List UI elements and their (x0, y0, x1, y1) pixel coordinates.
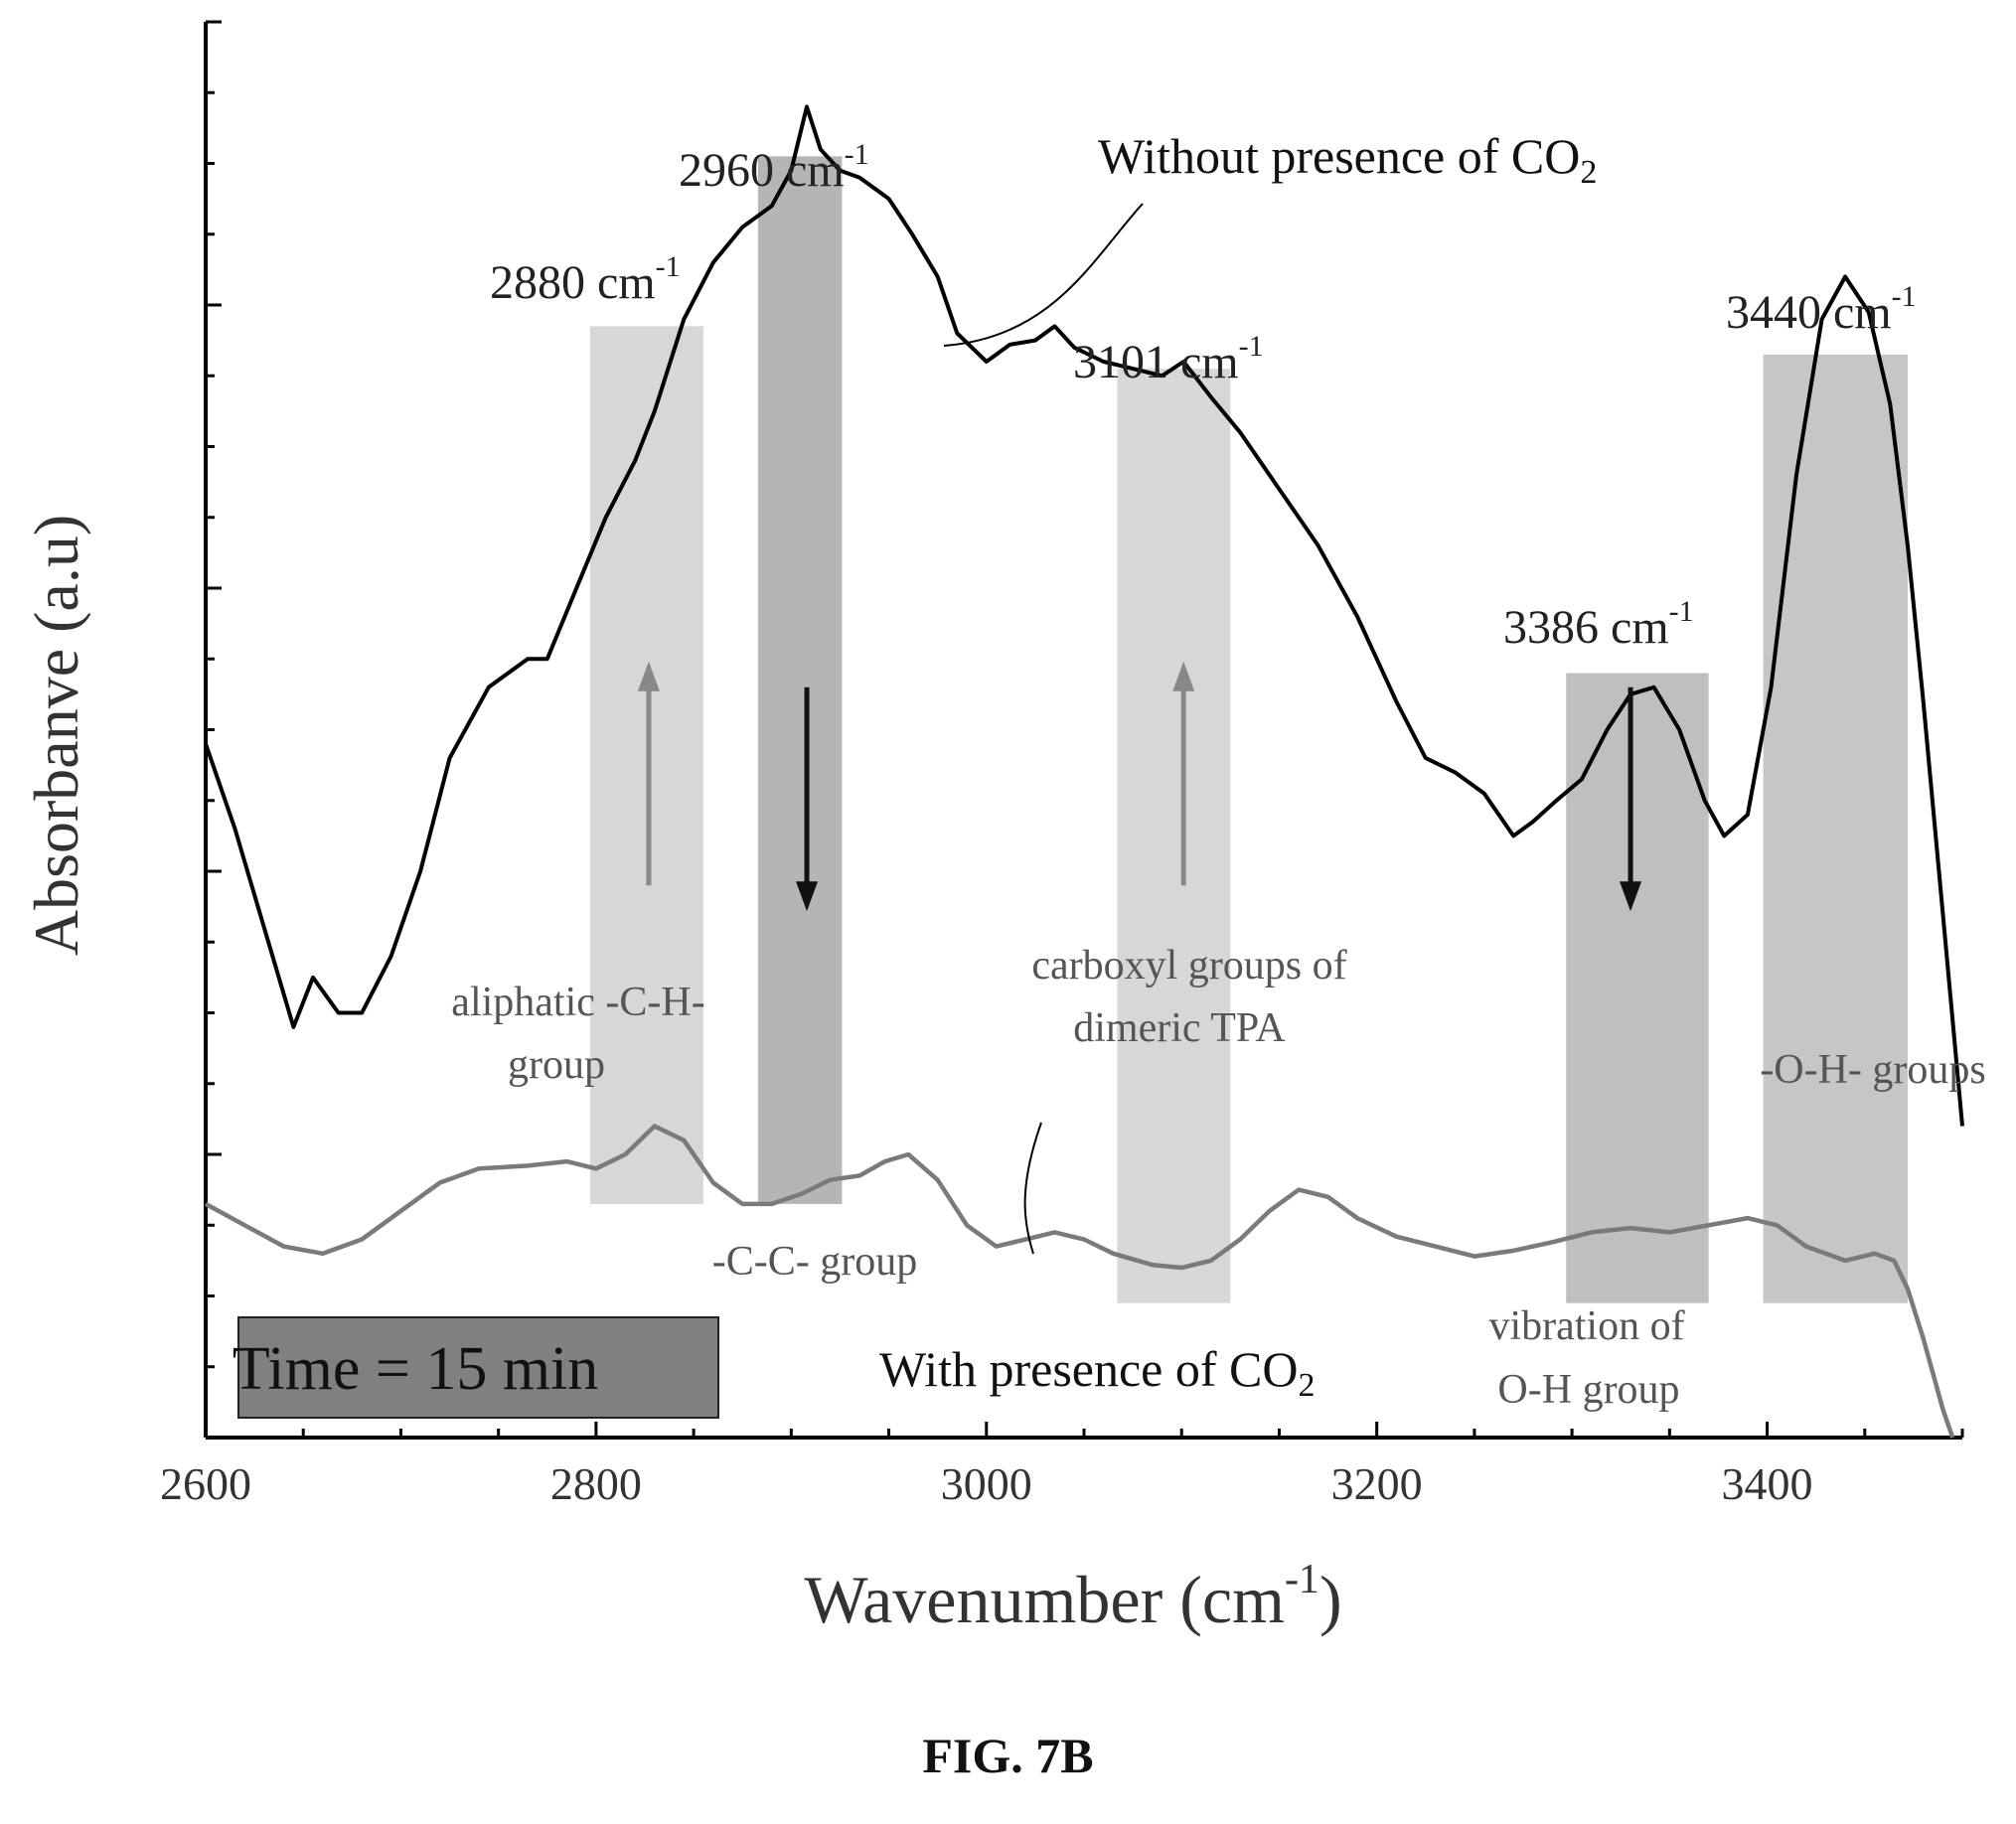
spectra-lines (204, 104, 1964, 1439)
x-tick-label: 3400 (1722, 1458, 1813, 1509)
peak-label-3440: 3440 cm-1 (1726, 280, 1917, 339)
leader-line-without-co2 (943, 203, 1144, 347)
peak-label-2880: 2880 cm-1 (490, 250, 681, 309)
annotation-vibration-1: vibration of (1488, 1303, 1684, 1349)
highlight-band-4 (1763, 354, 1908, 1303)
annotation-aliphatic-1: aliphatic -C-H- (451, 980, 704, 1025)
x-tick-label: 3200 (1331, 1458, 1423, 1509)
axes: 2600 2800 3000 3200 3400 (160, 20, 1964, 1509)
peak-label-3386: 3386 cm-1 (1503, 595, 1694, 654)
annotation-cc-group: -C-C- group (712, 1239, 917, 1285)
trend-arrow-head-2 (1172, 661, 1195, 691)
peak-label-2960: 2960 cm-1 (679, 138, 869, 197)
x-tick-label: 3000 (941, 1458, 1032, 1509)
leader-line-with-co2 (1023, 1122, 1042, 1255)
series-line-1 (204, 1124, 1955, 1439)
trend-arrow-head-1 (796, 881, 819, 912)
highlight-band-1 (757, 156, 843, 1204)
series-line-0 (204, 104, 1964, 1127)
peak-label-3101: 3101 cm-1 (1073, 330, 1264, 388)
highlight-bands (589, 156, 1908, 1303)
highlight-band-3 (1566, 673, 1709, 1303)
figure-caption: FIG. 7B (922, 1728, 1094, 1783)
trend-arrow-head-0 (637, 661, 660, 691)
highlight-band-2 (1117, 369, 1231, 1303)
annotation-carboxyl-2: dimeric TPA (1073, 1005, 1286, 1051)
annotation-carboxyl-1: carboxyl groups of (1031, 943, 1346, 988)
y-axis-title: Absorbanve (a.u) (21, 515, 91, 956)
series-label-with-co2: With presence of CO2 (879, 1341, 1315, 1404)
trend-arrows (637, 661, 1642, 912)
trend-arrow-head-3 (1620, 881, 1642, 912)
annotation-vibration-2: O-H group (1497, 1367, 1679, 1413)
x-tick-label: 2600 (160, 1458, 251, 1509)
annotation-aliphatic-2: group (508, 1042, 605, 1088)
time-box (237, 1316, 719, 1419)
annotation-oh-groups: -O-H- groups (1760, 1047, 1985, 1093)
x-tick-label: 2800 (550, 1458, 642, 1509)
x-axis-title: Wavenumber (cm-1) (804, 1557, 1341, 1637)
series-label-without-co2: Without presence of CO2 (1098, 128, 1597, 191)
time-box-label: Time = 15 min (233, 1335, 599, 1403)
